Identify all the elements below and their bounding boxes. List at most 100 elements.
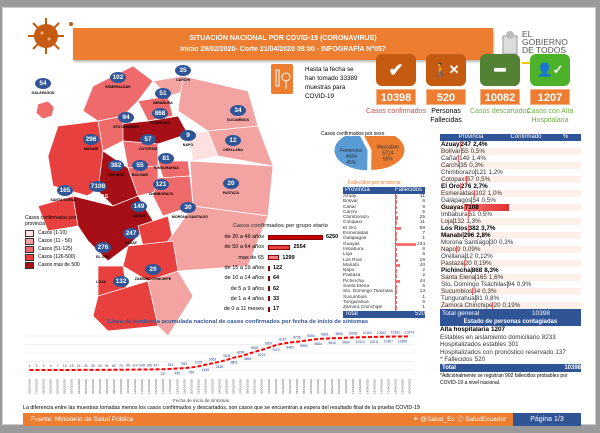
percent-value: 0,09% [462,246,481,253]
trend-point-label: 7 [57,364,59,368]
trend-point-label: 2063 [209,357,217,361]
province-name: Esmeraldas [441,190,475,197]
trend-point-label: 455 [175,372,181,376]
facebook-link[interactable]: ⓕ SaludEcuador [457,416,507,423]
check-icon: ✔ [376,54,416,86]
deaths-value: 1 [422,294,425,300]
province-row: Loja132 1,3% [440,218,581,225]
trend-date-label: 20/03/2020 [189,379,193,394]
trend-point-label: 6221 [258,353,266,357]
province-name: Bolívar [441,148,461,155]
deaths-value: 9 [422,204,425,210]
deaths-row: Cotopaxi 11 [343,220,425,226]
trend-date-label: 12/04/2020 [351,379,355,394]
trend-date-label: 27/03/2020 [239,379,243,394]
age-label: de 20 a 49 años [224,234,264,241]
deaths-row: Los Ríos 19 [343,257,425,263]
age-row: de 15 a 19 años 122 [218,263,348,273]
trend-date-label: 19/04/2020 [400,379,404,394]
trend-date-label: 15/03/2020 [154,379,158,394]
legend-item: Casos (51-125) [25,245,85,253]
percent-value: 2,8% [476,232,491,239]
percent-value: 0,19% [473,260,492,267]
trend-date-label: 01/03/2020 [56,379,60,394]
trend-point-label: 8994 [300,344,308,348]
trend-date-label: 28/02/2020 [42,379,46,394]
pie-label: 5714 [382,151,393,157]
age-row: de 50 a 64 años 2554 [218,242,348,252]
province-row: Pichincha868 8,3% [440,267,581,274]
trend-date-label: 02/04/2020 [281,379,285,394]
trend-point-label: 207 [153,363,159,367]
province-name: Bolívar [343,199,358,205]
province-name: Azuay [441,141,460,148]
legend-item: Casos (1-10) [25,229,85,237]
page-indicator: Página 1/3 [513,413,581,426]
confirmed-value: 12 [464,253,475,260]
person-x-icon: 🚶✕ [426,54,466,86]
province-name: Tungurahua [343,299,369,305]
map-sucumbios [177,75,259,132]
trend-date-label: 09/04/2020 [330,379,334,394]
province-name: El Oro [343,225,357,231]
stat-card: ━ 10082 Casos descartados [470,54,530,116]
trend-point-label: 3105 [223,354,231,358]
province-name: Loja [343,252,353,258]
stat-card: 👤✓ 1207 Casos con Alta Hospitalaria [527,54,580,125]
trend-point-label: 114 [132,364,137,368]
percent-value: 1,4% [471,155,487,162]
trend-point-label: 1610 [202,368,210,372]
province-row: Santa Elena165 1,6% [440,274,581,281]
trend-point-label: 42 [98,364,102,368]
trend-date-label: 24/03/2020 [218,379,222,394]
pie-slice-femenino [333,136,369,172]
age-row: de 0 a 11 meses 17 [218,304,348,314]
trend-point-label: 9960 [342,341,350,345]
province-name: Santa Elena [441,274,476,281]
trend-point-label: 73 [119,364,123,368]
age-label: de 10 a 14 años [224,275,264,282]
trend-date-label: 05/04/2020 [302,379,306,394]
legend-swatch [25,245,34,253]
province-name: Morona Santiago [441,239,489,246]
trend-point-label: 237 [160,372,166,376]
confirmed-value: 20 [463,260,474,267]
twitter-link[interactable]: ✦ @Salud_Ec [413,416,455,423]
trend-point-label: 8480 [286,346,294,350]
percent-value: 0,12% [474,253,493,260]
trend-point-label: 30 [91,364,95,368]
confirmed-value: 149 [458,155,472,162]
trend-date-label: 07/04/2020 [316,379,320,394]
confirmed-value: 54 [471,197,482,204]
confirmed-value: 55 [460,148,471,155]
trend-date-label: 07/03/2020 [98,379,102,394]
pie-label: Femenino [340,148,362,154]
deaths-bar [396,269,397,273]
stat-value: 10398 [376,89,416,105]
province-row: Morona Santiago30 0,3% [440,239,581,246]
trend-point-label: 10307 [384,340,393,344]
trend-point-label: 9691 [321,333,329,337]
age-row: de 20 a 49 años 6250 [218,232,348,242]
estado-total-row: Total 10398 [440,363,581,372]
percent-value: 0,5% [475,176,491,183]
trend-point-label: 10332 [391,331,400,335]
minus-icon: ━ [480,54,520,86]
province-name: Cañar [441,155,459,162]
deaths-value: 58 [419,225,425,231]
province-name: Pichincha [343,278,364,284]
province-row: Sto. Domingo Tsáchilas94 0,9% [440,281,581,288]
province-name: Zamora Chinchipe [441,302,493,309]
trend-date-label: 03/03/2020 [70,379,74,394]
stat-value: 1207 [530,89,570,105]
confirmed-value: 247 [459,141,474,148]
percent-value: 0,5% [481,197,496,204]
age-row: mas de 65 1299 [218,253,348,263]
percent-value: 1,3% [466,218,481,225]
stat-label: Casos confirmados [366,108,426,115]
deaths-value: 11 [420,220,425,226]
age-label: de 50 a 64 años [224,244,264,251]
deaths-value: 7 [422,231,425,237]
province-confirmed-table: Provincia Confirmado% Azuay247 2,4% Bolívar5… [440,134,581,387]
trend-point-label: 4239 [237,350,245,354]
